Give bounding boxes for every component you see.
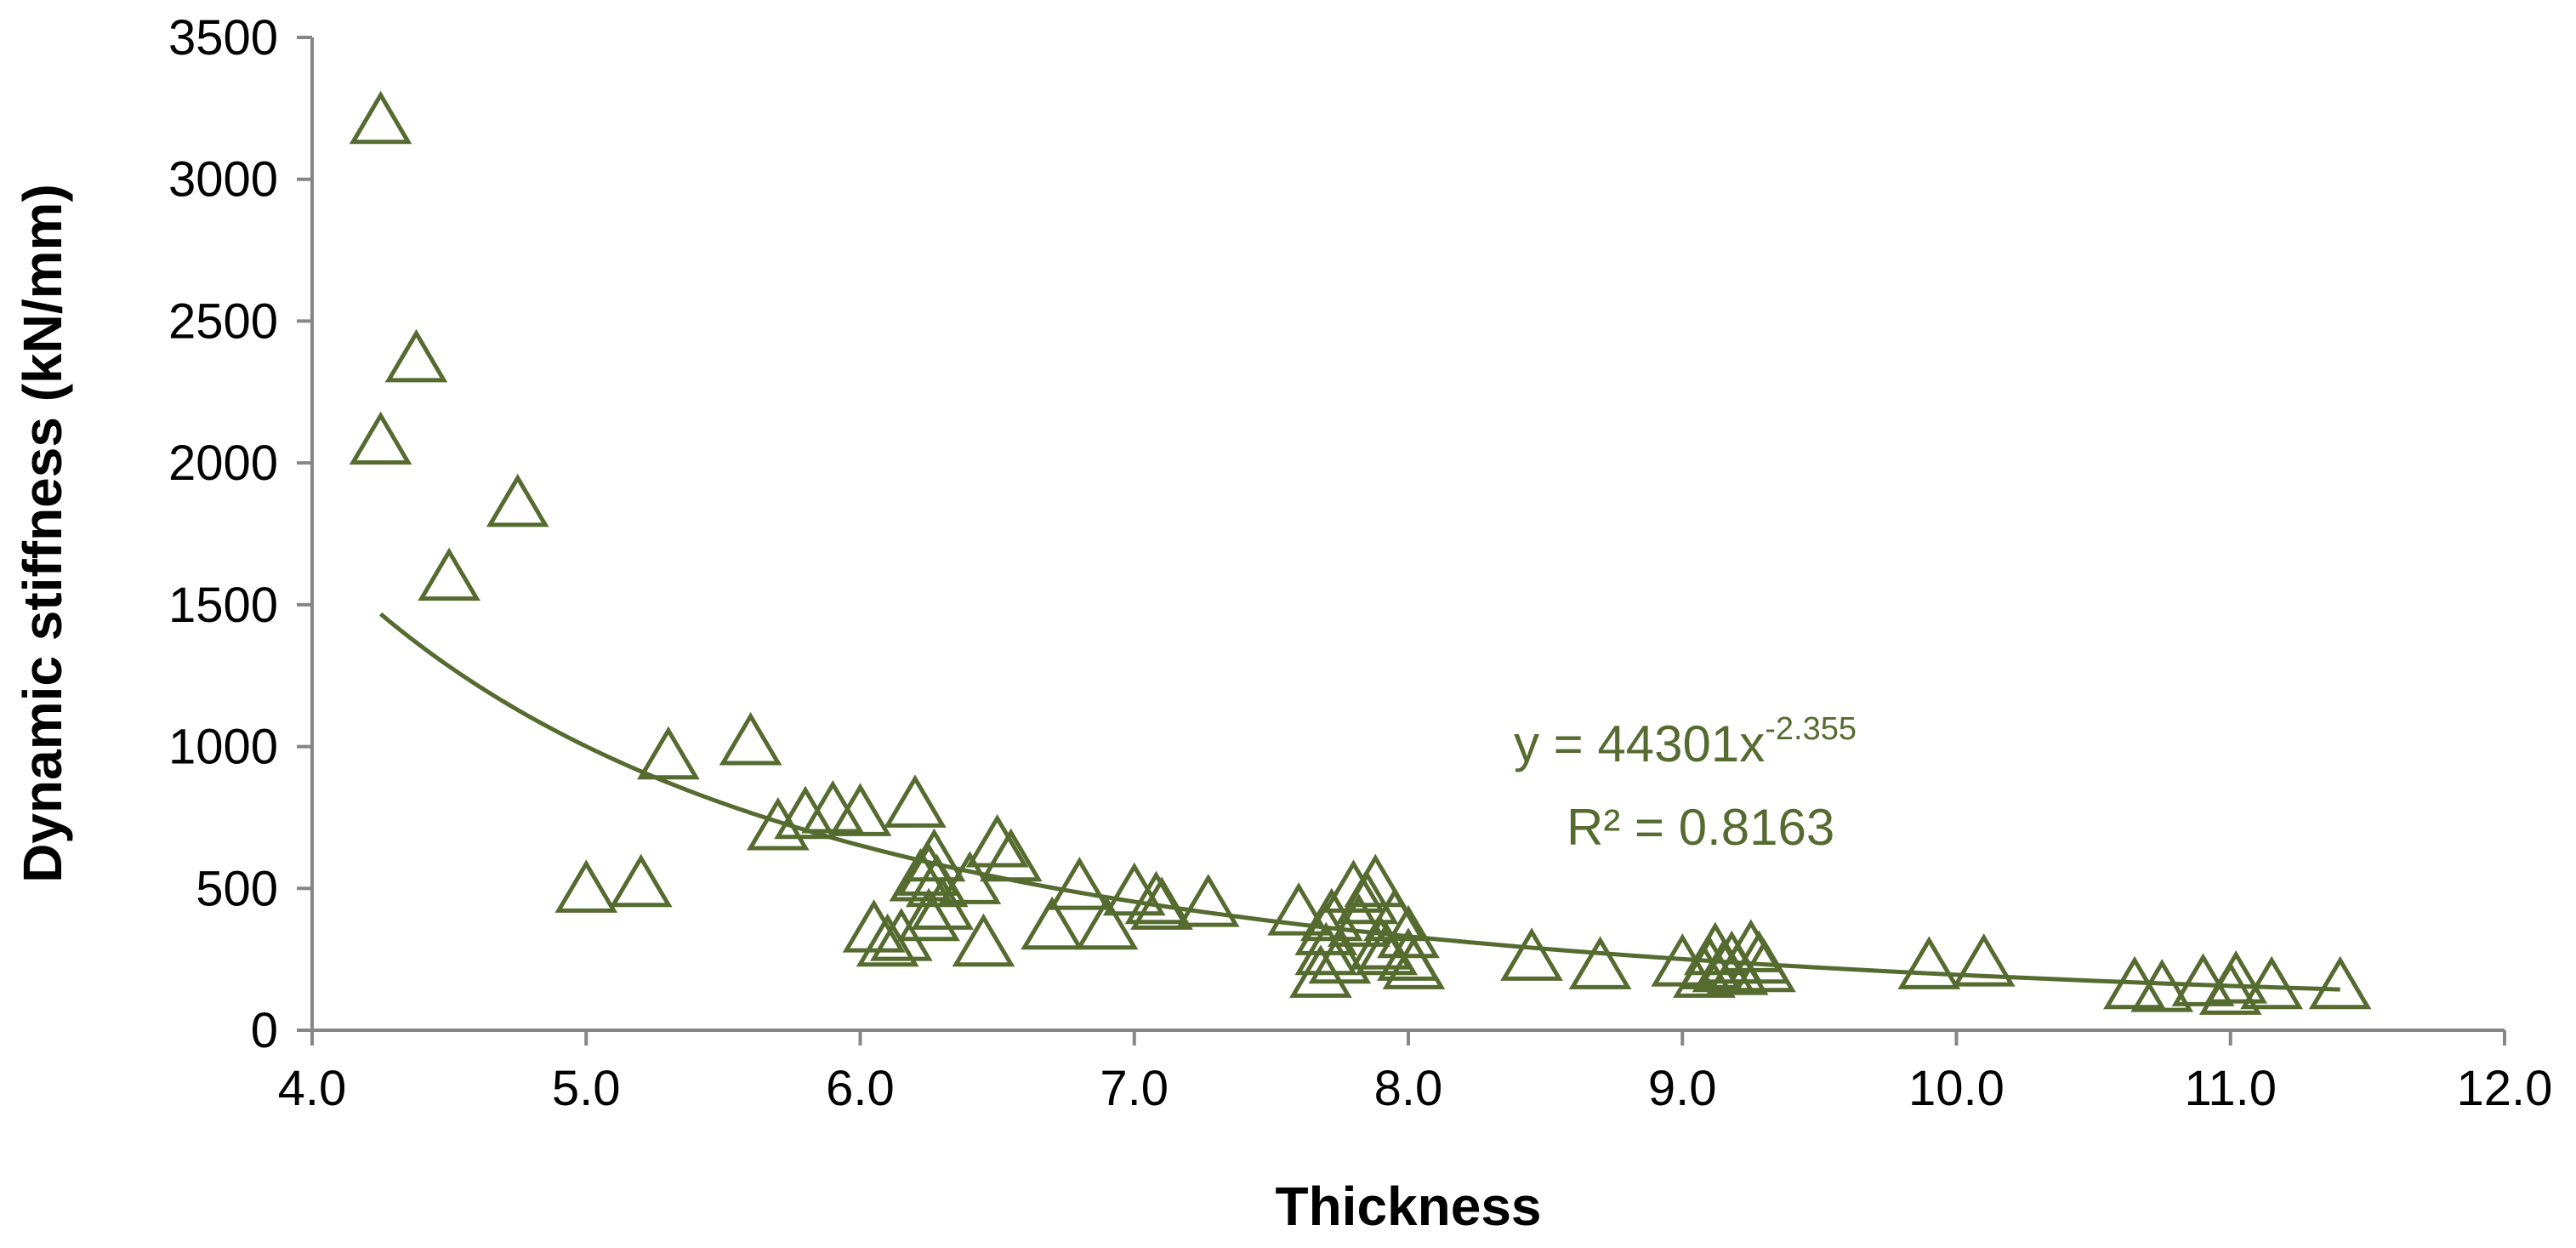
data-point-triangle	[486, 473, 549, 527]
data-point-triangle	[1267, 882, 1330, 936]
y-tick-label: 1500	[168, 578, 278, 633]
data-point-triangle	[1377, 904, 1440, 959]
data-point-triangle	[349, 90, 412, 145]
data-point-triangle	[2308, 955, 2372, 1010]
data-point-triangle	[1328, 893, 1390, 947]
data-point-triangle	[1294, 921, 1358, 976]
data-point-triangle	[1500, 927, 1563, 981]
x-tick-label: 5.0	[552, 1061, 621, 1116]
y-axis-title: Dynamic stiffness (kN/mm)	[12, 184, 73, 883]
data-point-triangle	[2171, 953, 2235, 1006]
data-point-triangle	[884, 774, 947, 828]
data-point-triangle	[952, 913, 1015, 967]
trendline-group	[378, 612, 2340, 992]
x-tick-label: 8.0	[1374, 1061, 1443, 1116]
data-point-triangle	[1294, 902, 1358, 955]
data-point-triangle	[842, 899, 906, 953]
data-point-triangle	[1692, 938, 1755, 993]
data-point-triangle	[554, 859, 618, 913]
y-tick-label: 3000	[168, 152, 278, 208]
data-point-triangle	[965, 813, 1029, 868]
trendline-r-squared: R² = 0.8163	[1567, 799, 1834, 856]
y-tick-label: 500	[196, 861, 278, 916]
trendline-equation-base: y = 44301x	[1514, 715, 1765, 772]
data-point-triangle	[609, 853, 673, 908]
x-tick-label: 12.0	[2457, 1061, 2553, 1116]
x-axis-title: Thickness	[1275, 1176, 1541, 1237]
data-point-triangle	[746, 796, 810, 851]
data-point-triangle	[1075, 896, 1139, 950]
y-tick-label: 0	[251, 1003, 278, 1058]
data-point-triangle	[979, 828, 1043, 882]
data-point-triangle	[1678, 936, 1742, 989]
x-tick-label: 4.0	[278, 1061, 347, 1116]
data-point-triangle	[1124, 870, 1188, 925]
data-point-triangle	[418, 547, 481, 601]
y-tick-label: 1000	[168, 720, 278, 775]
data-point-triangle	[2240, 955, 2303, 1010]
data-point-triangle	[774, 785, 837, 840]
data-point-triangle	[1021, 896, 1083, 950]
x-tick-label: 10.0	[1908, 1061, 2005, 1116]
data-point-triangle	[1344, 853, 1407, 908]
data-point-triangle	[719, 711, 782, 766]
data-point-triangle	[1733, 938, 1796, 993]
data-point-triangle	[1897, 936, 1961, 989]
data-point-triangle	[902, 828, 966, 882]
data-point-triangle	[1176, 874, 1240, 927]
data-point-triangle	[905, 853, 969, 908]
y-tick-label: 3500	[168, 10, 278, 66]
axis-ticks: 4.0 5.0 6.0 7.0 8.0 9.0 10.0 11.0 12.0 0 500 1000 15…	[168, 10, 2552, 1116]
data-point-triangle	[1308, 930, 1372, 984]
data-point-triangle	[637, 726, 700, 780]
y-tick-label: 2500	[168, 293, 278, 349]
data-point-triangle	[1048, 857, 1112, 910]
data-point-triangle	[349, 411, 412, 465]
trendline-curve	[378, 612, 2340, 992]
data-point-triangle	[1952, 933, 2016, 987]
data-point-triangle	[897, 887, 960, 942]
data-point-triangle	[1355, 921, 1419, 976]
data-points	[349, 90, 2372, 1015]
axes	[310, 37, 2505, 1032]
data-point-triangle	[828, 783, 892, 836]
trendline-equation: y = 44301x-2.355	[1514, 711, 1857, 772]
data-point-triangle	[1568, 936, 1632, 989]
x-tick-label: 11.0	[2184, 1061, 2277, 1116]
trendline-equation-exponent: -2.355	[1765, 711, 1857, 747]
data-point-triangle	[1382, 936, 1446, 989]
data-point-triangle	[384, 328, 448, 383]
x-tick-label: 7.0	[1100, 1061, 1169, 1116]
x-tick-label: 9.0	[1648, 1061, 1717, 1116]
data-point-triangle	[2130, 959, 2194, 1012]
y-tick-label: 2000	[168, 436, 278, 491]
data-point-triangle	[870, 908, 933, 961]
data-point-triangle	[2204, 950, 2268, 1004]
x-tick-label: 6.0	[826, 1061, 895, 1116]
